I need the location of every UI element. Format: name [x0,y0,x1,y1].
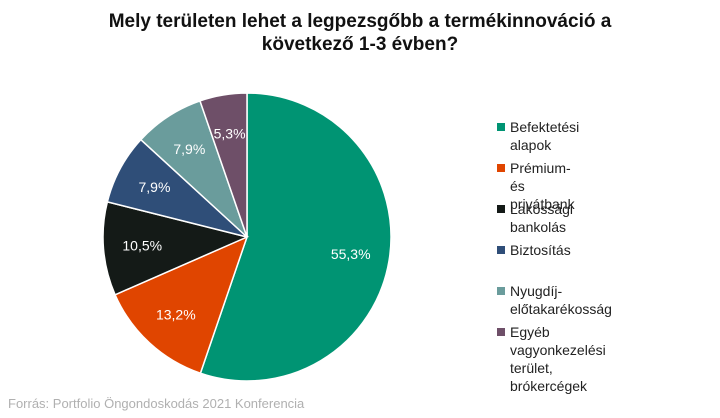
chart-title-line-2: következő 1-3 évben? [261,34,459,55]
source-note: Forrás: Portfolio Öngondoskodás 2021 Kon… [8,396,305,411]
chart-title-line-1: Mely területen lehet a legpezsgőbb a ter… [108,11,612,32]
legend-swatch-1 [497,123,505,131]
legend-label-1: Befektetési alapok [510,119,580,153]
data-label-5: 7,9% [173,141,205,157]
legend-swatch-4 [497,246,505,254]
pie-slice-1 [199,92,392,382]
legend-swatch-5 [497,287,505,295]
data-label-3: 10,5% [122,238,162,254]
chart-title: Mely területen lehet a legpezsgőbb a ter… [0,10,720,56]
legend-label-3: Lakossági bankolás [510,201,574,235]
legend-swatch-6 [497,328,505,336]
legend-label-2: Prémium- és privátbank [510,160,575,212]
legend-swatch-2 [497,164,505,172]
legend-label-5: Nyugdíj-előtakarékosság [510,283,612,317]
data-label-1: 55,3% [331,246,371,262]
data-label-4: 7,9% [139,179,171,195]
legend-label-4: Biztosítás [510,242,571,258]
legend-swatch-3 [497,205,505,213]
pie-slice-3 [102,200,250,296]
pie-slice-2 [114,235,249,375]
legend-label-6: Egyéb vagyonkezelési terület, brókercége… [510,324,606,394]
pie-slice-6 [199,92,248,238]
data-label-2: 13,2% [156,306,196,322]
data-label-6: 5,3% [214,125,246,141]
